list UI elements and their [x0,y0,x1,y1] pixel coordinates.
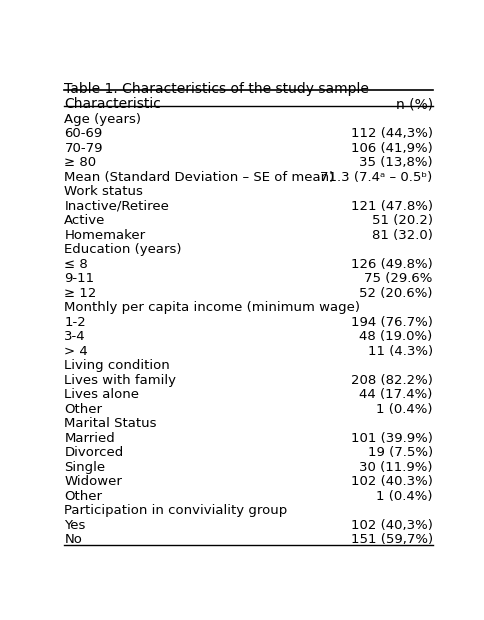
Text: n (%): n (%) [395,97,432,112]
Text: No: No [64,533,82,546]
Text: 9-11: 9-11 [64,272,94,285]
Text: 30 (11.9%): 30 (11.9%) [359,461,432,474]
Text: Lives with family: Lives with family [64,374,176,387]
Text: 102 (40.3%): 102 (40.3%) [350,476,432,489]
Text: Divorced: Divorced [64,446,123,459]
Text: 101 (39.9%): 101 (39.9%) [350,432,432,445]
Text: 1 (0.4%): 1 (0.4%) [376,403,432,416]
Text: Inactive/Retiree: Inactive/Retiree [64,200,169,213]
Text: 208 (82.2%): 208 (82.2%) [350,374,432,387]
Text: ≥ 80: ≥ 80 [64,156,96,169]
Text: Single: Single [64,461,106,474]
Text: 102 (40,3%): 102 (40,3%) [350,519,432,532]
Text: Education (years): Education (years) [64,243,182,256]
Text: Other: Other [64,490,102,503]
Text: Living condition: Living condition [64,360,170,373]
Text: 19 (7.5%): 19 (7.5%) [367,446,432,459]
Text: Table 1. Characteristics of the study sample: Table 1. Characteristics of the study sa… [64,82,368,95]
Text: Characteristic: Characteristic [64,97,161,112]
Text: Age (years): Age (years) [64,113,141,126]
Text: 71.3 (7.4ᵃ – 0.5ᵇ): 71.3 (7.4ᵃ – 0.5ᵇ) [320,170,432,184]
Text: 60-69: 60-69 [64,127,103,140]
Text: > 4: > 4 [64,345,88,358]
Text: Work status: Work status [64,185,143,198]
Text: 75 (29.6%: 75 (29.6% [363,272,432,285]
Text: Widower: Widower [64,476,122,489]
Text: 44 (17.4%): 44 (17.4%) [359,388,432,401]
Text: ≥ 12: ≥ 12 [64,286,97,299]
Text: 1-2: 1-2 [64,316,86,329]
Text: 3-4: 3-4 [64,330,86,343]
Text: Lives alone: Lives alone [64,388,139,401]
Text: 151 (59,7%): 151 (59,7%) [350,533,432,546]
Text: 48 (19.0%): 48 (19.0%) [359,330,432,343]
Text: 70-79: 70-79 [64,141,103,154]
Text: Other: Other [64,403,102,416]
Text: 1 (0.4%): 1 (0.4%) [376,490,432,503]
Text: Monthly per capita income (minimum wage): Monthly per capita income (minimum wage) [64,301,360,314]
Text: 126 (49.8%): 126 (49.8%) [350,258,432,271]
Text: Participation in conviviality group: Participation in conviviality group [64,505,287,518]
Text: 112 (44,3%): 112 (44,3%) [350,127,432,140]
Text: Married: Married [64,432,115,445]
Text: Yes: Yes [64,519,86,532]
Text: 194 (76.7%): 194 (76.7%) [350,316,432,329]
Text: Homemaker: Homemaker [64,229,145,242]
Text: 51 (20.2): 51 (20.2) [371,214,432,227]
Text: Active: Active [64,214,106,227]
Text: 11 (4.3%): 11 (4.3%) [367,345,432,358]
Text: 121 (47.8%): 121 (47.8%) [350,200,432,213]
Text: 52 (20.6%): 52 (20.6%) [359,286,432,299]
Text: Marital Status: Marital Status [64,417,156,430]
Text: 35 (13,8%): 35 (13,8%) [358,156,432,169]
Text: 106 (41,9%): 106 (41,9%) [350,141,432,154]
Text: Mean (Standard Deviation – SE of mean): Mean (Standard Deviation – SE of mean) [64,170,334,184]
Text: 81 (32.0): 81 (32.0) [371,229,432,242]
Text: ≤ 8: ≤ 8 [64,258,88,271]
